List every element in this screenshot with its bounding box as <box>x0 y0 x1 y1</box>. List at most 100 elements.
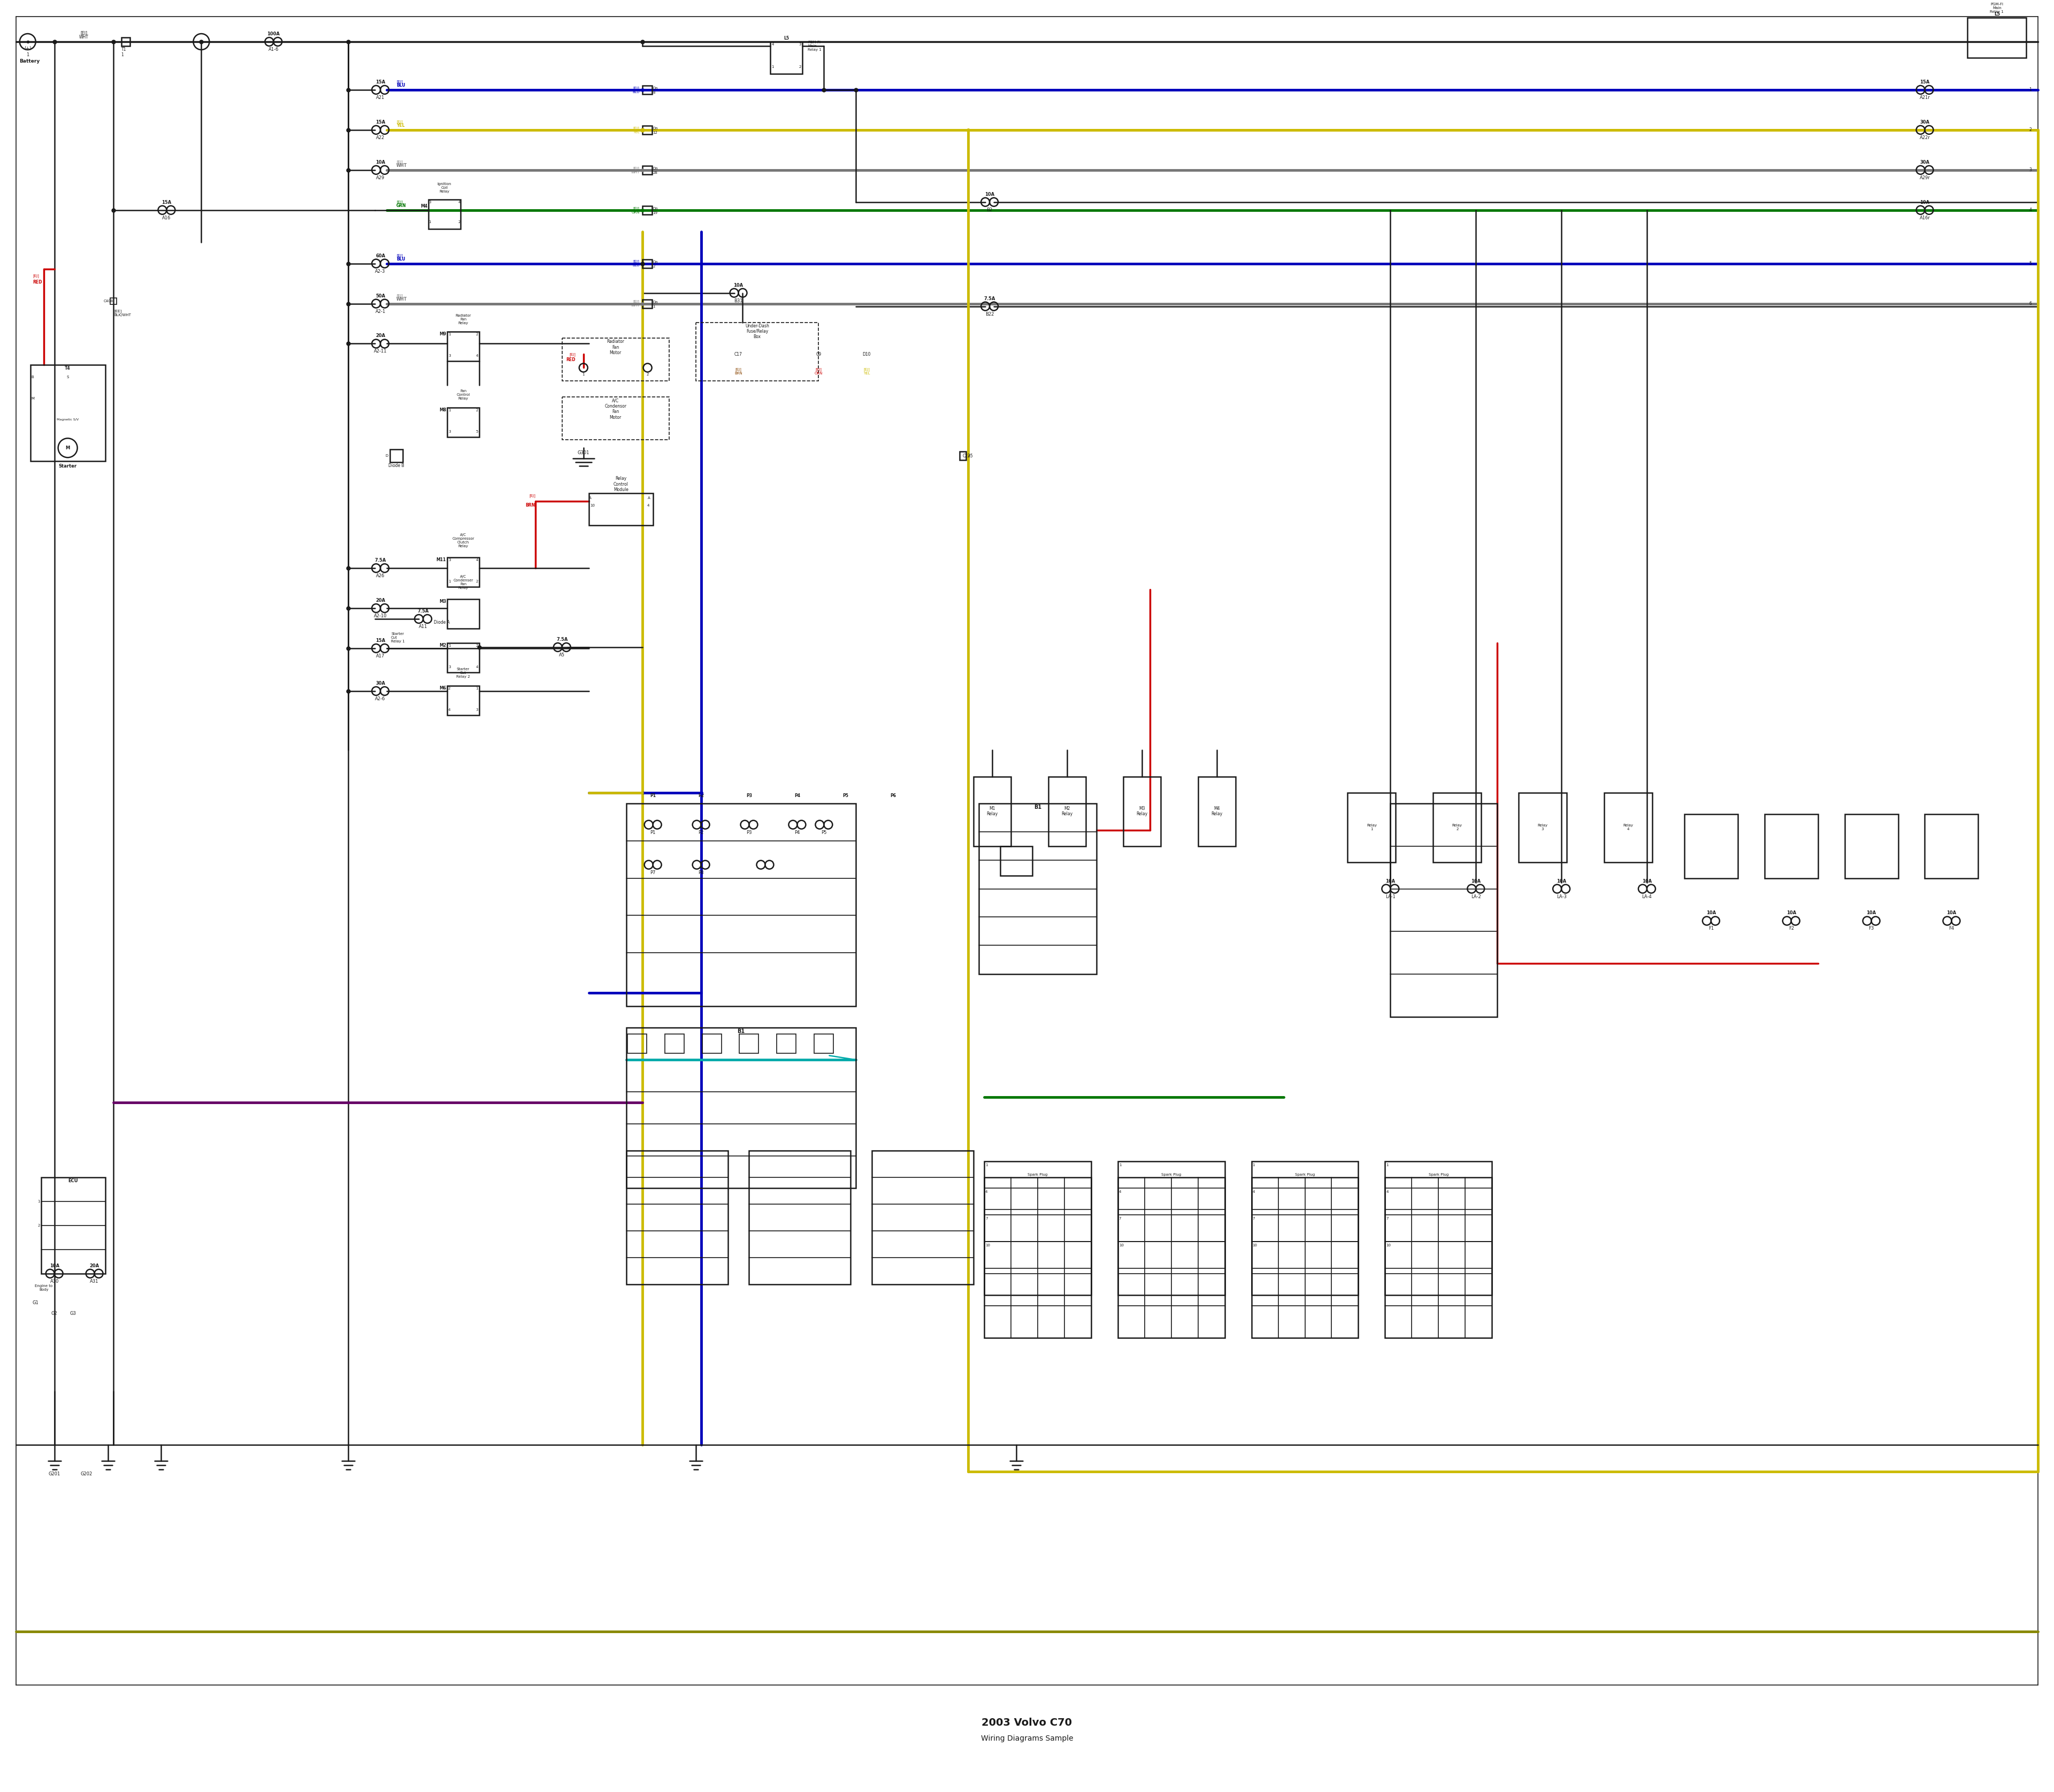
Text: 4: 4 <box>1386 1190 1389 1193</box>
Text: B: B <box>31 376 35 378</box>
Text: 1: 1 <box>121 52 123 57</box>
Text: 10: 10 <box>1119 1244 1124 1247</box>
Text: 4: 4 <box>477 559 479 561</box>
Text: [EI]: [EI] <box>80 30 86 36</box>
Text: 1: 1 <box>429 220 431 224</box>
Bar <box>770 41 803 73</box>
Text: Radiator
Fan
Relay: Radiator Fan Relay <box>456 314 470 324</box>
Text: P2: P2 <box>698 830 705 835</box>
Text: 10A: 10A <box>1471 878 1481 883</box>
Bar <box>448 643 479 672</box>
Bar <box>626 1029 857 1188</box>
Text: 1: 1 <box>1119 1163 1121 1167</box>
Text: 1: 1 <box>2029 88 2031 91</box>
Text: 15A: 15A <box>162 201 170 204</box>
Text: 2: 2 <box>2029 127 2031 133</box>
Text: 7: 7 <box>986 1217 988 1220</box>
Text: 4: 4 <box>967 455 972 457</box>
Text: 3: 3 <box>448 430 450 434</box>
Bar <box>643 206 651 215</box>
Text: [EJ]
BRN: [EJ] BRN <box>735 367 741 375</box>
Text: P6: P6 <box>891 794 896 797</box>
Bar <box>1251 1161 1358 1296</box>
Bar <box>121 38 129 47</box>
Text: 3: 3 <box>448 355 450 358</box>
Text: Under-Dash
Fuse/Relay
Box: Under-Dash Fuse/Relay Box <box>746 323 768 339</box>
Text: G301: G301 <box>577 450 589 455</box>
Text: 10A: 10A <box>1920 201 1929 204</box>
Text: 3: 3 <box>448 665 450 668</box>
Text: GRN: GRN <box>396 202 407 208</box>
Text: 30A: 30A <box>376 681 386 686</box>
Bar <box>873 1150 974 1285</box>
Bar <box>739 1034 758 1054</box>
Text: A: A <box>589 496 592 500</box>
Text: 4: 4 <box>1119 1190 1121 1193</box>
Bar <box>643 165 651 174</box>
Text: A11: A11 <box>419 624 427 629</box>
Text: Relay
3: Relay 3 <box>1538 824 1549 831</box>
Text: BLU: BLU <box>396 256 405 262</box>
Text: A26: A26 <box>376 573 384 579</box>
Bar <box>1048 776 1087 846</box>
Text: C225: C225 <box>963 453 974 459</box>
Text: [EJ]: [EJ] <box>396 253 403 256</box>
Text: P4: P4 <box>795 794 801 797</box>
Text: B22: B22 <box>986 312 994 317</box>
Text: 1: 1 <box>448 409 450 412</box>
Text: Diode A: Diode A <box>433 620 450 625</box>
Text: Engine to
Body: Engine to Body <box>35 1285 53 1292</box>
Text: 10A: 10A <box>1947 910 1955 916</box>
Text: P1: P1 <box>651 830 655 835</box>
Text: Ignition
Coil
Relay: Ignition Coil Relay <box>438 183 452 194</box>
Bar <box>984 1177 1091 1339</box>
Text: 7.5A: 7.5A <box>417 609 429 613</box>
Bar <box>1968 18 2027 57</box>
Text: WHT: WHT <box>78 34 88 39</box>
Text: PGM-FI
Main
Relay 1: PGM-FI Main Relay 1 <box>1990 4 2005 13</box>
Text: 10A: 10A <box>1641 878 1651 883</box>
Text: [EJ]
GRN: [EJ] GRN <box>631 206 639 213</box>
Text: A/C
Condensor
Fan
Motor: A/C Condensor Fan Motor <box>604 398 626 419</box>
Bar <box>643 125 651 134</box>
Bar <box>984 1161 1091 1296</box>
Text: P5: P5 <box>842 794 848 797</box>
Text: [EJ]
YEL: [EJ] YEL <box>863 367 871 375</box>
Text: 10A: 10A <box>733 283 744 287</box>
Text: L5: L5 <box>785 36 789 41</box>
Text: 3: 3 <box>429 201 431 204</box>
Text: (+): (+) <box>25 47 31 50</box>
Text: A2-1: A2-1 <box>376 308 386 314</box>
Text: Dn: Dn <box>653 260 657 263</box>
Text: A: A <box>647 496 651 500</box>
Text: Diode B: Diode B <box>388 464 405 468</box>
Bar <box>1124 776 1161 846</box>
Text: WHT: WHT <box>396 163 407 168</box>
Text: 1: 1 <box>448 643 450 647</box>
Text: 4: 4 <box>458 201 460 204</box>
Text: PGM-FI
Main
Relay 1: PGM-FI Main Relay 1 <box>807 41 822 52</box>
Text: 1: 1 <box>772 65 774 68</box>
Bar <box>626 1034 647 1054</box>
Text: Dn: Dn <box>653 301 657 303</box>
Bar <box>429 199 460 229</box>
Bar <box>626 1150 727 1285</box>
Text: T1: T1 <box>121 47 125 52</box>
Text: 7: 7 <box>1253 1217 1255 1220</box>
Text: [EJ]
YEL: [EJ] YEL <box>633 125 639 134</box>
Text: G3: G3 <box>70 1312 76 1315</box>
Bar <box>1000 846 1033 876</box>
Text: 3: 3 <box>2029 168 2031 172</box>
Text: F3: F3 <box>1869 926 1873 932</box>
Text: 2: 2 <box>653 265 655 267</box>
Text: 1: 1 <box>1386 1163 1389 1167</box>
Text: 30A: 30A <box>1920 159 1929 165</box>
Bar <box>31 366 105 461</box>
Text: 2: 2 <box>799 65 801 68</box>
Text: Relay
2: Relay 2 <box>1452 824 1462 831</box>
Bar <box>1117 1161 1224 1296</box>
Text: 4: 4 <box>986 1190 988 1193</box>
Text: [EE]
BLK/WHT: [EE] BLK/WHT <box>115 310 131 317</box>
Bar <box>563 398 670 439</box>
Text: 1: 1 <box>581 373 585 376</box>
